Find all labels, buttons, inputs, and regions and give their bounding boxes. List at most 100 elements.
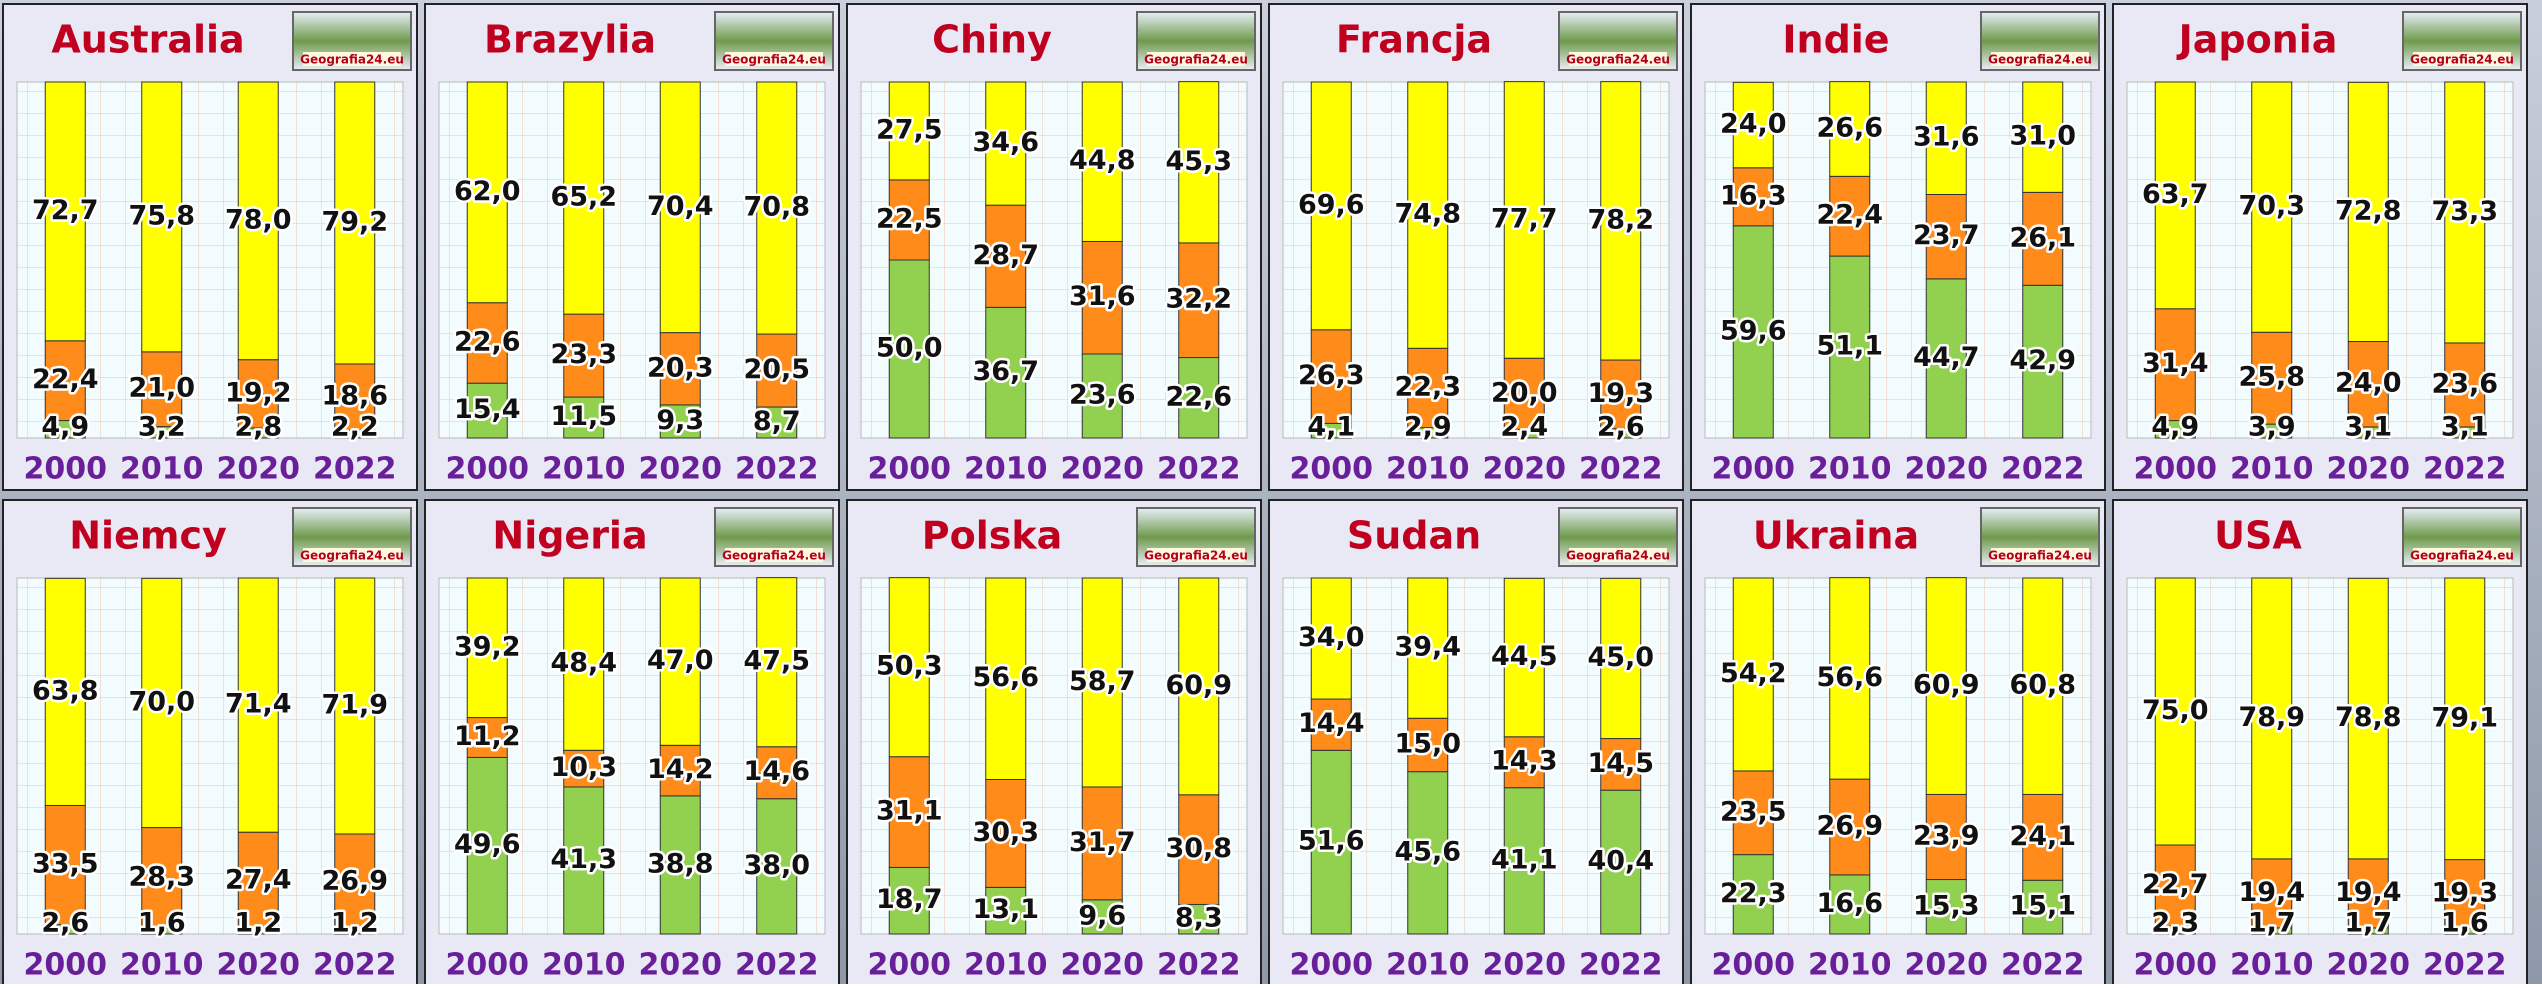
value-label: 70,4 <box>647 191 714 222</box>
value-label: 31,6 <box>1069 281 1136 312</box>
bar-segment <box>237 831 279 931</box>
bar-segment <box>141 827 183 929</box>
bar-segment <box>44 804 86 926</box>
x-tick-label: 2020 <box>639 948 723 983</box>
bar-segment <box>659 744 701 797</box>
x-tick-label: 2000 <box>1712 948 1796 983</box>
x-tick-label: 2010 <box>120 948 204 983</box>
value-label: 73,3 <box>2431 196 2498 227</box>
bar-segment <box>985 577 1027 780</box>
bar-segment <box>2022 191 2064 286</box>
value-label: 38,0 <box>743 850 810 881</box>
logo-text: Geografia24.eu <box>722 549 826 563</box>
value-label: 19,3 <box>1587 378 1654 409</box>
value-label: 34,6 <box>972 127 1039 158</box>
bar-segment <box>466 717 508 758</box>
bar-segment <box>888 81 930 181</box>
x-tick-label: 2020 <box>1483 452 1567 487</box>
value-label: 74,8 <box>1394 199 1461 230</box>
bar-segment <box>1310 749 1352 935</box>
x-tick-label: 2000 <box>2134 452 2218 487</box>
value-label: 2,8 <box>234 412 282 443</box>
value-label: 54,2 <box>1720 658 1787 689</box>
logo-text: Geografia24.eu <box>1988 549 2092 563</box>
bar-segment <box>756 406 798 439</box>
value-label: 70,8 <box>743 192 810 223</box>
value-label: 78,9 <box>2238 702 2305 733</box>
x-tick-label: 2010 <box>2230 452 2314 487</box>
chart-panel: Francja Geografia24.eu 4,1 26,3 69,6 2000 2,9 2… <box>1268 3 1684 491</box>
bar-segment <box>2154 81 2196 310</box>
value-label: 60,9 <box>1165 670 1232 701</box>
value-label: 40,4 <box>1587 846 1654 877</box>
value-label: 22,7 <box>2142 869 2209 900</box>
value-label: 2,6 <box>41 908 89 939</box>
value-label: 48,4 <box>550 648 617 679</box>
value-label: 51,1 <box>1816 331 1883 362</box>
bar-segment <box>1925 577 1967 795</box>
logo-text: Geografia24.eu <box>1144 549 1248 563</box>
value-label: 1,7 <box>2248 908 2296 939</box>
bar-segment <box>466 577 508 719</box>
bar-segment <box>659 332 701 406</box>
logo-label-bg <box>1569 548 1667 562</box>
bar-segment <box>1732 854 1774 935</box>
bar-segment <box>1407 771 1449 935</box>
value-label: 1,6 <box>138 908 186 939</box>
value-label: 63,8 <box>32 675 99 706</box>
value-label: 44,8 <box>1069 145 1136 176</box>
x-tick-label: 2020 <box>217 948 301 983</box>
value-label: 79,2 <box>321 206 388 237</box>
value-label: 28,3 <box>128 861 195 892</box>
bar-segment <box>1925 793 1967 881</box>
value-label: 58,7 <box>1069 666 1136 697</box>
x-tick-label: 2010 <box>1808 452 1892 487</box>
bar-segment <box>2444 342 2486 428</box>
x-tick-label: 2010 <box>1386 948 1470 983</box>
value-label: 72,7 <box>32 195 99 226</box>
value-label: 23,6 <box>2431 368 2498 399</box>
value-label: 78,2 <box>1587 204 1654 235</box>
x-tick-label: 2020 <box>2327 948 2411 983</box>
bar-segment <box>237 577 279 833</box>
bar-segment <box>44 81 86 342</box>
value-label: 27,4 <box>225 864 292 895</box>
value-label: 65,2 <box>550 182 617 213</box>
value-label: 56,6 <box>1816 662 1883 693</box>
chart-title: Polska <box>922 514 1063 558</box>
bar-segment <box>466 81 508 304</box>
logo-label-bg <box>725 548 823 562</box>
value-label: 1,6 <box>2441 908 2489 939</box>
bar-segment <box>985 204 1027 308</box>
bar-segment <box>1732 577 1774 772</box>
chart-title: Japonia <box>2176 18 2338 62</box>
logo-label-bg <box>2413 548 2511 562</box>
x-tick-label: 2022 <box>1579 452 1663 487</box>
value-label: 45,3 <box>1165 146 1232 177</box>
value-label: 14,3 <box>1491 746 1558 777</box>
value-label: 51,6 <box>1298 826 1365 857</box>
value-label: 56,6 <box>972 662 1039 693</box>
logo-text: Geografia24.eu <box>2410 549 2514 563</box>
value-label: 39,4 <box>1394 632 1461 663</box>
bar-segment <box>1503 736 1545 789</box>
bar-segment <box>888 866 930 935</box>
value-label: 77,7 <box>1491 203 1558 234</box>
bar-segment <box>1829 175 1871 257</box>
bar-segment <box>2444 81 2486 344</box>
value-label: 42,9 <box>2009 345 2076 376</box>
x-tick-label: 2010 <box>964 452 1048 487</box>
x-tick-label: 2020 <box>1061 452 1145 487</box>
bar-segment <box>985 81 1027 206</box>
x-tick-label: 2022 <box>735 948 819 983</box>
bar-segment <box>1178 794 1220 905</box>
bar-segment <box>1732 167 1774 227</box>
value-label: 1,2 <box>234 908 282 939</box>
x-tick-label: 2022 <box>313 452 397 487</box>
bar-segment <box>1829 778 1871 876</box>
x-tick-label: 2000 <box>1290 948 1374 983</box>
bar-segment <box>659 795 701 935</box>
x-tick-label: 2020 <box>639 452 723 487</box>
bar-segment <box>1829 81 1871 177</box>
value-label: 60,8 <box>2009 670 2076 701</box>
